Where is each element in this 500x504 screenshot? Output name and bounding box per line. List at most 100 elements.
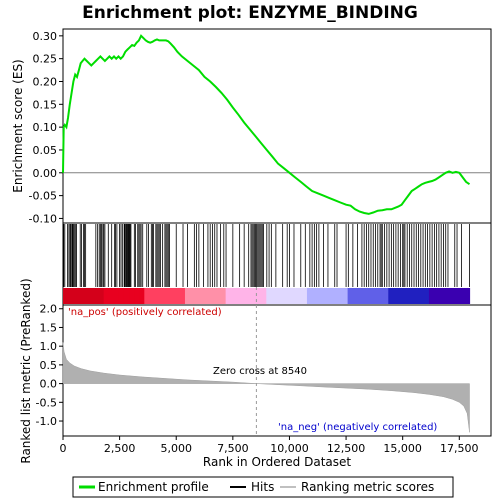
heatmap-segment (454, 288, 460, 304)
heatmap-segment (134, 288, 140, 304)
heatmap-segment (418, 288, 425, 304)
legend-label-ranking: Ranking metric scores (301, 480, 434, 494)
heatmap-segment (459, 288, 466, 304)
heatmap-segment (388, 288, 394, 304)
metric-ytick-label: 1.5 (40, 321, 58, 334)
heatmap-segment (195, 288, 201, 304)
es-ytick-label: 0.10 (33, 121, 58, 134)
es-ytick-label: 0.25 (33, 53, 58, 66)
heatmap-segment (149, 288, 155, 304)
heatmap-segment (439, 288, 445, 304)
heatmap-segment (271, 288, 277, 304)
heatmap-segment (154, 288, 161, 304)
heatmap-segment (464, 288, 471, 304)
heatmap-segment (225, 288, 232, 304)
x-tick-label: 2,500 (104, 442, 136, 455)
heatmap-segment (322, 288, 328, 304)
heatmap-segment (337, 288, 344, 304)
heatmap-segment (179, 288, 186, 304)
heatmap-segment (373, 288, 379, 304)
es-ytick-label: 0.30 (33, 30, 58, 43)
es-ytick-label: 0.20 (33, 75, 58, 88)
metric-ytick-label: 0.5 (40, 359, 58, 372)
x-axis-label: Rank in Ordered Dataset (203, 455, 351, 469)
heatmap-segment (312, 288, 318, 304)
x-tick-label: 5,000 (160, 442, 192, 455)
metric-ylabel: Ranked list metric (PreRanked) (19, 278, 33, 463)
heatmap-segment (317, 288, 323, 304)
heatmap-segment (434, 288, 440, 304)
metric-ytick-label: -0.5 (36, 396, 57, 409)
heatmap-segment (98, 288, 105, 304)
es-ytick-label: -0.10 (29, 212, 57, 225)
heatmap-segment (144, 288, 150, 304)
heatmap-segment (398, 288, 405, 304)
hits-panel (62, 222, 492, 306)
heatmap-segment (63, 288, 69, 304)
heatmap-segment (174, 288, 181, 304)
heatmap-segment (139, 288, 145, 304)
heatmap-segment (367, 288, 374, 304)
es-ylabel: Enrichment score (ES) (11, 59, 25, 192)
metric-ytick-label: 1.0 (40, 340, 58, 353)
x-tick-label: 12,500 (327, 442, 366, 455)
heatmap-segment (403, 288, 410, 304)
heatmap-segment (73, 288, 79, 304)
metric-y-ticks: -1.0 -0.5 0.0 0.5 1.0 1.5 2.0 (36, 303, 63, 428)
heatmap-segment (352, 288, 359, 304)
metric-area-layer (62, 342, 470, 433)
heatmap-segment (184, 288, 191, 304)
es-ytick-label: 0.00 (33, 167, 58, 180)
heatmap-segment (83, 288, 89, 304)
heatmap-segment (159, 288, 166, 304)
negative-correlation-label: 'na_neg' (negatively correlated) (278, 422, 437, 433)
heatmap-segment (256, 288, 262, 304)
legend-box (72, 476, 454, 498)
heatmap-segment (347, 288, 354, 304)
metric-panel-frame (62, 304, 492, 437)
heatmap-segment (296, 288, 303, 304)
metric-ytick-label: 2.0 (40, 303, 58, 316)
heatmap-segment (266, 288, 272, 304)
heatmap-segment (362, 288, 369, 304)
es-line-layer (62, 34, 471, 215)
heatmap-segment (357, 288, 364, 304)
es-line-enrichment-profile (62, 34, 471, 215)
heatmap-segment (113, 288, 120, 304)
heatmap-segment (93, 288, 100, 304)
heatmap-segment (230, 288, 237, 304)
heatmap-segment (190, 288, 196, 304)
es-ytick-label: -0.05 (29, 190, 57, 203)
heatmap-segment (220, 288, 227, 304)
heatmap-segment (245, 288, 252, 304)
es-panel-frame (62, 28, 492, 224)
x-tick-label: 17,500 (440, 442, 479, 455)
heatmap-segment (123, 288, 130, 304)
heatmap-segment (291, 288, 298, 304)
heatmap-segment (281, 288, 288, 304)
heatmap-segment (215, 288, 222, 304)
heatmap-segment (78, 288, 84, 304)
heatmap-segment (444, 288, 450, 304)
es-y-ticks: -0.10 -0.05 0.00 0.05 0.10 0.15 0.20 0.25 0.30 (29, 30, 63, 225)
heatmap-segment (205, 288, 211, 304)
hits-lines (63, 224, 470, 287)
metric-ytick-label: -1.0 (36, 415, 57, 428)
heatmap-segment (449, 288, 455, 304)
heatmap-segment (261, 288, 267, 304)
es-ytick-label: 0.15 (33, 98, 58, 111)
es-panel: -0.10 -0.05 0.00 0.05 0.10 0.15 0.20 0.25 0.30 E… (11, 28, 492, 225)
heatmap-segment (103, 288, 110, 304)
positive-correlation-label: 'na_pos' (positively correlated) (68, 307, 222, 318)
heatmap-segment (301, 288, 308, 304)
heatmap-segment (423, 288, 430, 304)
heatmap-segment (378, 288, 384, 304)
heatmap-segment (393, 288, 399, 304)
heatmap-segment (383, 288, 389, 304)
x-axis-ticks: 0 2,500 5,000 7,500 10,000 12,500 15,000 17,500 (60, 436, 479, 455)
metric-area (62, 342, 470, 433)
heatmap-segment (210, 288, 216, 304)
es-ytick-label: 0.05 (33, 144, 58, 157)
zero-cross-label: Zero cross at 8540 (213, 366, 307, 377)
